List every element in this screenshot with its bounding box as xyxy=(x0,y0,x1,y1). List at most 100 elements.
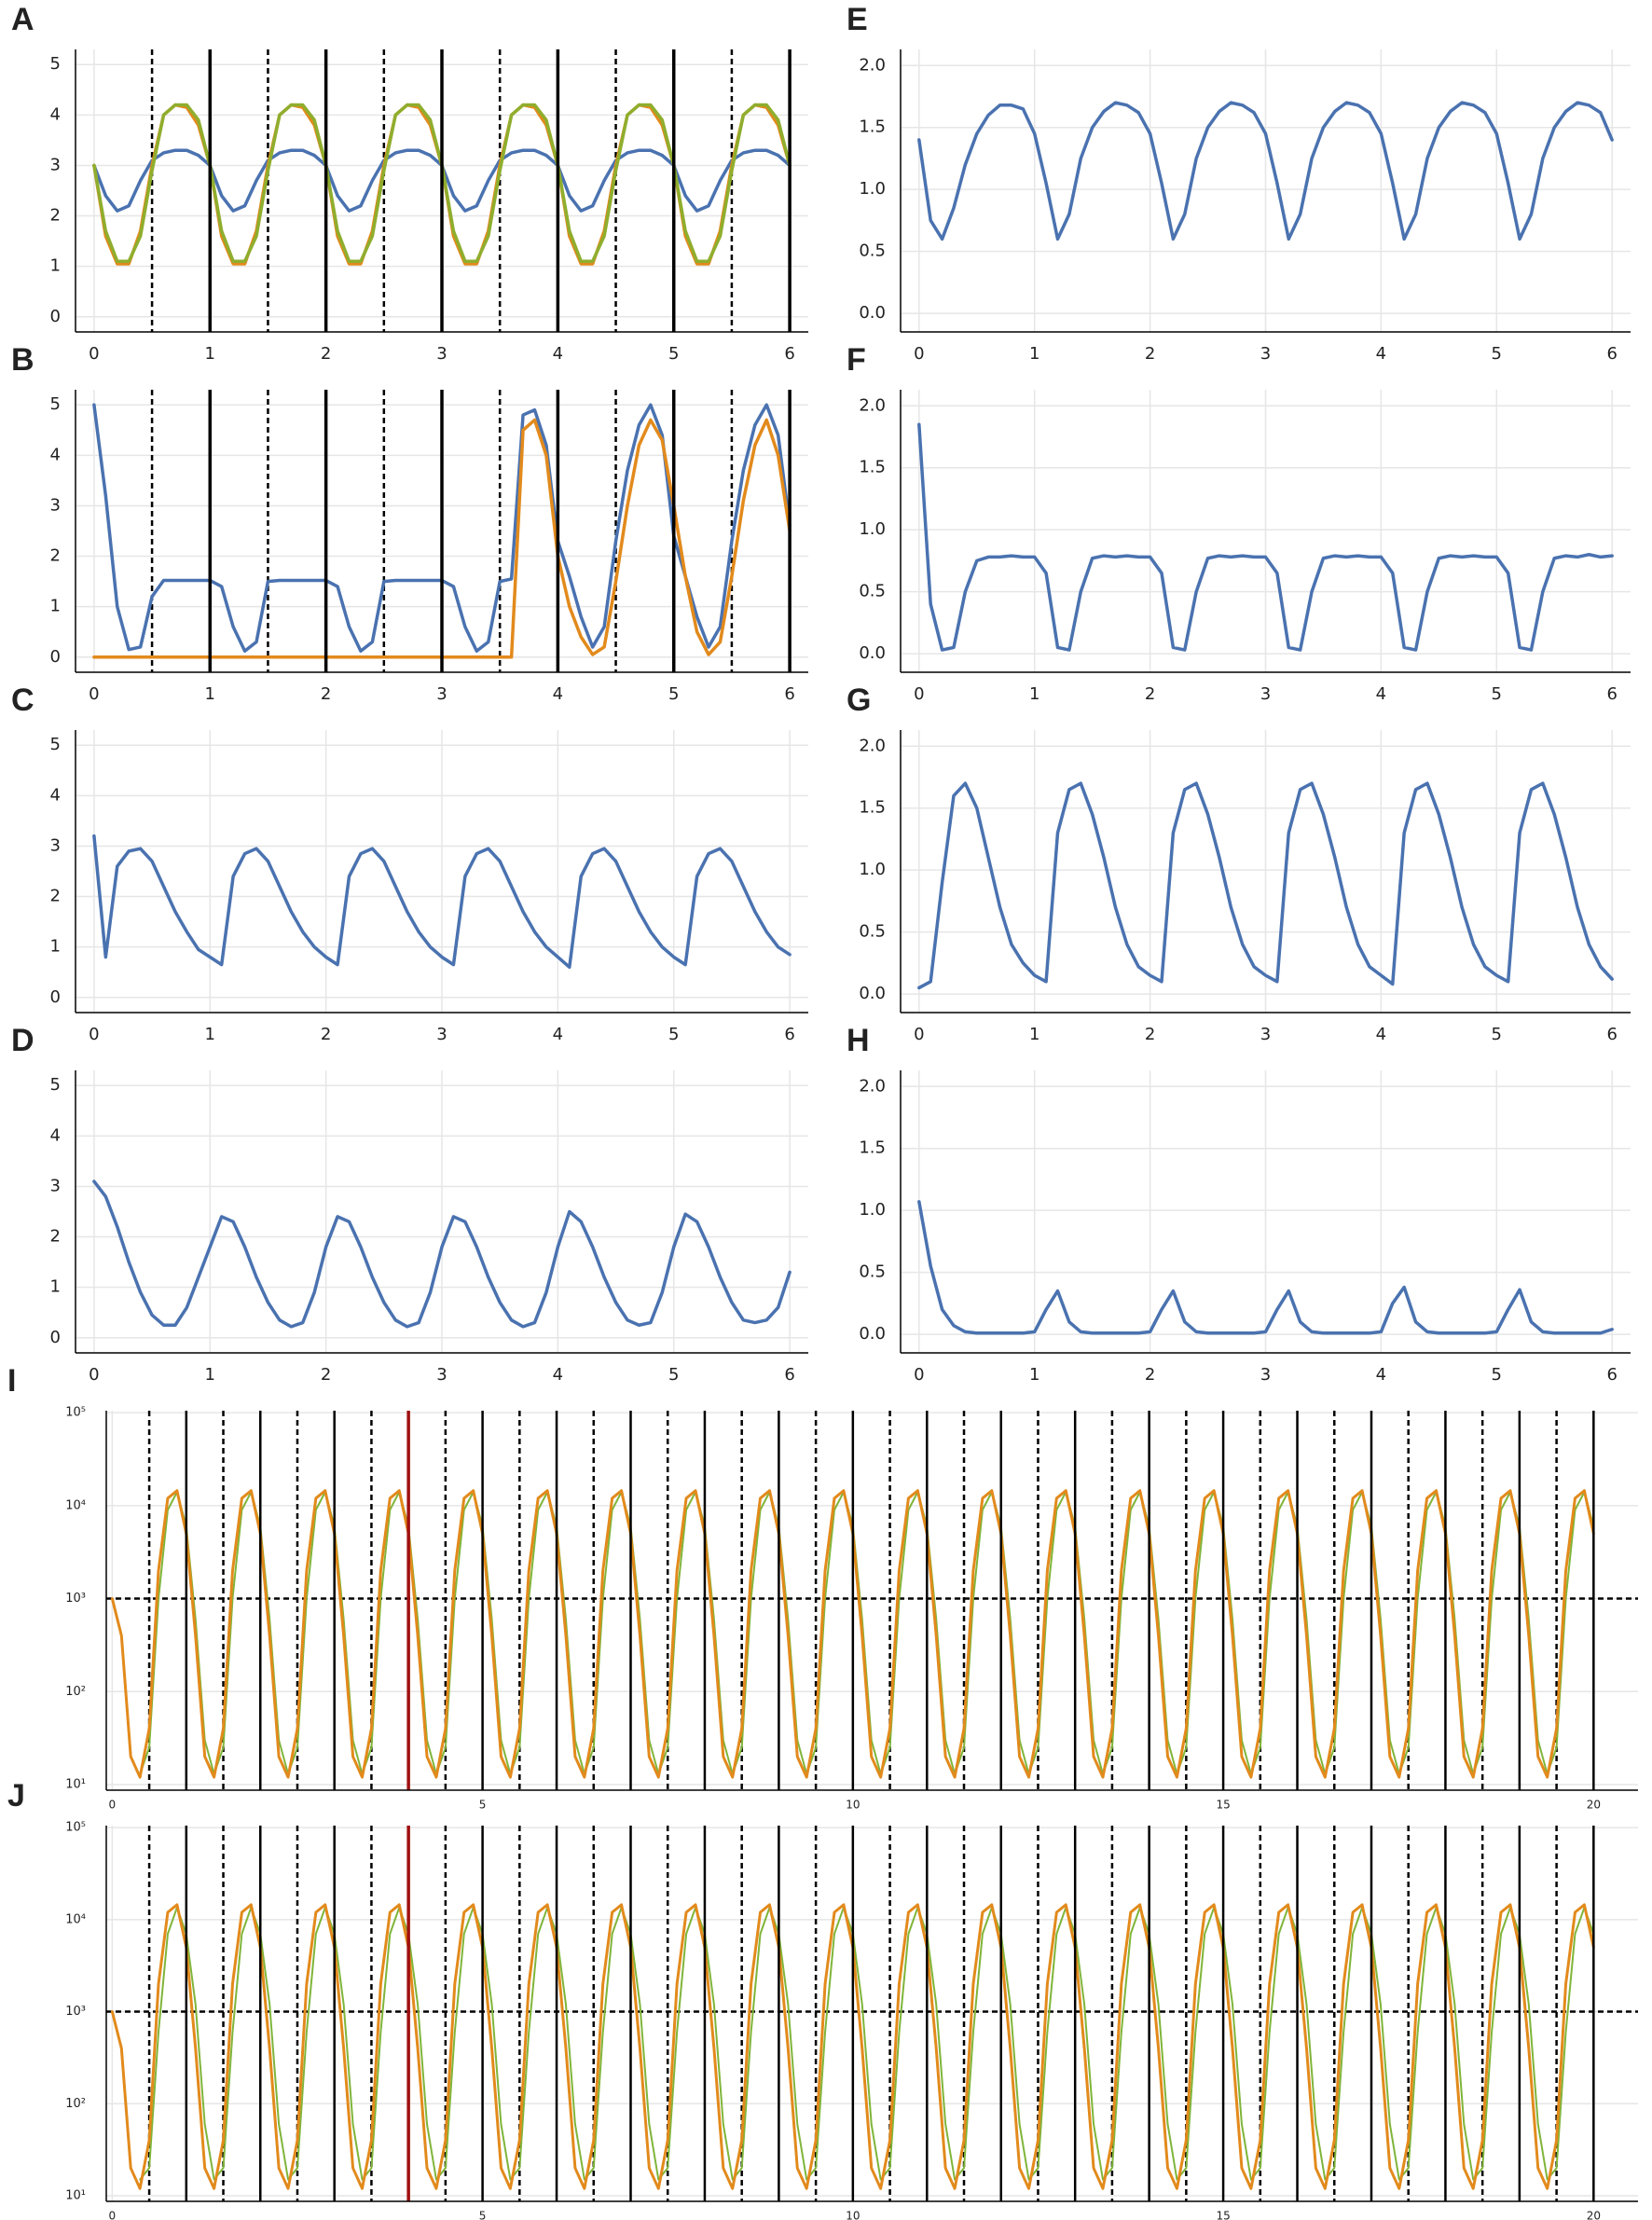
x-tick-label: 5 xyxy=(1492,344,1502,364)
y-tick-label: 2.0 xyxy=(859,736,886,755)
y-tick-label: 1 xyxy=(50,597,61,616)
y-tick-label: 1.5 xyxy=(859,1138,886,1158)
y-tick-label: 0 xyxy=(50,647,61,667)
panel-label: G xyxy=(847,683,871,718)
x-tick-label: 4 xyxy=(1376,684,1386,704)
y-tick-label: 2 xyxy=(50,546,61,566)
panel-label: A xyxy=(11,2,34,37)
x-tick-label: 5 xyxy=(479,1799,487,1812)
x-tick-label: 5 xyxy=(668,1025,679,1044)
x-tick-label: 0 xyxy=(109,2210,117,2220)
x-tick-label: 1 xyxy=(1029,1365,1039,1385)
x-tick-label: 0 xyxy=(89,684,99,704)
x-tick-label: 2 xyxy=(1145,344,1155,364)
y-tick-label: 10² xyxy=(65,2097,86,2111)
x-tick-label: 2 xyxy=(321,684,331,704)
x-tick-label: 5 xyxy=(668,1365,679,1385)
y-tick-label: 0 xyxy=(50,307,61,326)
y-tick-label: 0.5 xyxy=(859,582,886,601)
x-tick-label: 6 xyxy=(1606,1365,1617,1385)
y-tick-label: 0 xyxy=(50,987,61,1007)
panel-label: H xyxy=(847,1023,870,1058)
x-tick-label: 3 xyxy=(436,1365,447,1385)
panel-label: E xyxy=(847,2,868,37)
y-tick-label: 3 xyxy=(50,155,61,174)
x-tick-label: 20 xyxy=(1587,2210,1601,2220)
y-tick-label: 1.0 xyxy=(859,519,886,539)
x-tick-label: 0 xyxy=(89,1025,99,1044)
y-tick-label: 5 xyxy=(50,54,61,74)
x-tick-label: 3 xyxy=(436,684,447,704)
x-tick-label: 1 xyxy=(205,684,215,704)
y-tick-label: 5 xyxy=(50,735,61,754)
y-tick-label: 1.5 xyxy=(859,117,886,137)
y-tick-label: 2.0 xyxy=(859,395,886,415)
x-tick-label: 5 xyxy=(1492,1025,1502,1044)
y-tick-label: 1 xyxy=(50,937,61,957)
panel-label: I xyxy=(7,1363,16,1399)
y-tick-label: 0.5 xyxy=(859,241,886,261)
x-tick-label: 4 xyxy=(553,344,563,364)
y-tick-label: 5 xyxy=(50,394,61,414)
panel-label: F xyxy=(847,342,866,378)
x-tick-label: 6 xyxy=(1606,684,1617,704)
x-tick-label: 4 xyxy=(1376,344,1386,364)
x-tick-label: 1 xyxy=(1029,684,1039,704)
data-line xyxy=(92,1179,792,1329)
x-tick-label: 3 xyxy=(1260,1025,1271,1044)
y-tick-label: 3 xyxy=(50,1176,61,1195)
x-tick-label: 3 xyxy=(1260,1365,1271,1385)
x-tick-label: 2 xyxy=(321,344,331,364)
panel-label: J xyxy=(7,1778,25,1813)
x-tick-label: 1 xyxy=(205,1025,215,1044)
x-tick-label: 3 xyxy=(436,1025,447,1044)
y-tick-label: 10³ xyxy=(65,2005,86,2019)
data-line xyxy=(917,101,1614,241)
x-tick-label: 6 xyxy=(784,684,794,704)
y-tick-label: 10⁵ xyxy=(65,1821,86,1835)
y-tick-label: 2 xyxy=(50,887,61,906)
y-tick-label: 1 xyxy=(50,1277,61,1297)
y-tick-label: 10⁴ xyxy=(65,1498,86,1512)
x-tick-label: 0 xyxy=(109,1799,117,1812)
x-tick-label: 10 xyxy=(846,2210,860,2220)
y-tick-label: 2.0 xyxy=(859,1076,886,1096)
y-tick-label: 2.0 xyxy=(859,55,886,75)
x-tick-label: 4 xyxy=(1376,1365,1386,1385)
x-tick-label: 5 xyxy=(1492,1365,1502,1385)
x-tick-label: 2 xyxy=(321,1365,331,1385)
x-tick-label: 4 xyxy=(553,1025,563,1044)
x-tick-label: 0 xyxy=(914,1025,924,1044)
x-tick-label: 1 xyxy=(205,344,215,364)
x-tick-label: 6 xyxy=(784,1025,794,1044)
y-tick-label: 5 xyxy=(50,1075,61,1095)
panel-label: D xyxy=(11,1023,34,1058)
x-tick-label: 0 xyxy=(89,344,99,364)
y-tick-label: 1.5 xyxy=(859,798,886,818)
y-tick-label: 3 xyxy=(50,495,61,515)
y-tick-label: 1.0 xyxy=(859,1200,886,1220)
x-tick-label: 10 xyxy=(846,1799,860,1812)
x-tick-label: 2 xyxy=(1145,684,1155,704)
y-tick-label: 4 xyxy=(50,445,61,464)
panel-label: B xyxy=(11,342,34,378)
y-tick-label: 10² xyxy=(65,1685,86,1699)
y-tick-label: 10³ xyxy=(65,1592,86,1606)
data-line xyxy=(92,834,792,970)
data-line xyxy=(917,781,1614,990)
x-tick-label: 5 xyxy=(1492,684,1502,704)
x-tick-label: 6 xyxy=(1606,344,1617,364)
x-tick-label: 5 xyxy=(668,684,679,704)
x-tick-label: 4 xyxy=(553,684,563,704)
x-tick-label: 1 xyxy=(1029,344,1039,364)
x-tick-label: 15 xyxy=(1216,1799,1230,1812)
x-tick-label: 15 xyxy=(1216,2210,1230,2220)
y-tick-label: 2 xyxy=(50,206,61,226)
y-tick-label: 1.5 xyxy=(859,458,886,477)
x-tick-label: 6 xyxy=(784,344,794,364)
x-tick-label: 4 xyxy=(553,1365,563,1385)
data-line xyxy=(139,1906,1595,2181)
x-tick-label: 0 xyxy=(914,684,924,704)
